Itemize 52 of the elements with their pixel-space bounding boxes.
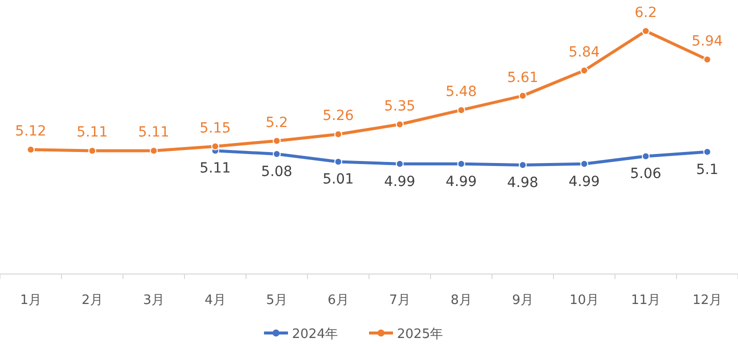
legend-label: 2024年 xyxy=(292,327,338,342)
data-label: 4.99 xyxy=(568,174,600,190)
point xyxy=(26,146,35,154)
data-label: 5.06 xyxy=(630,166,662,182)
point xyxy=(457,106,466,114)
data-label: 5.26 xyxy=(322,108,354,124)
data-label: 6.2 xyxy=(634,5,657,21)
point xyxy=(642,27,650,35)
point xyxy=(396,160,404,168)
x-tick-label: 2月 xyxy=(82,293,103,308)
x-tick-label: 7月 xyxy=(389,293,410,308)
data-label: 5.94 xyxy=(692,34,723,50)
point xyxy=(703,148,712,156)
point xyxy=(642,152,650,160)
data-label: 5.11 xyxy=(76,124,108,141)
point xyxy=(272,136,281,145)
data-label: 5.84 xyxy=(568,44,600,61)
legend-label: 2025年 xyxy=(397,327,444,342)
x-tick-label: 11月 xyxy=(630,293,661,308)
x-tick-label: 3月 xyxy=(143,293,164,308)
data-label: 5.12 xyxy=(15,124,46,140)
data-label: 5.35 xyxy=(384,98,416,114)
point xyxy=(211,142,220,150)
data-label: 5.11 xyxy=(138,124,170,141)
data-label: 5.15 xyxy=(200,120,231,136)
point xyxy=(518,92,527,100)
point xyxy=(580,160,588,168)
x-tick-label: 10月 xyxy=(569,293,600,308)
data-label: 5.61 xyxy=(507,70,538,86)
data-label: 5.08 xyxy=(261,164,292,180)
data-label: 4.99 xyxy=(446,174,477,190)
data-label: 5.1 xyxy=(696,162,718,178)
point xyxy=(457,160,466,168)
point xyxy=(150,146,158,155)
point xyxy=(88,146,96,155)
x-tick-label: 9月 xyxy=(512,293,534,308)
data-label: 5.48 xyxy=(446,84,477,100)
x-tick-label: 12月 xyxy=(692,293,722,308)
x-tick-label: 4月 xyxy=(204,293,226,308)
point xyxy=(396,120,404,128)
point xyxy=(334,130,342,138)
point xyxy=(334,158,342,166)
data-label: 5.11 xyxy=(200,160,231,177)
x-tick-label: 1月 xyxy=(20,293,42,308)
x-tick-label: 5月 xyxy=(266,293,288,308)
data-label: 5.01 xyxy=(322,172,354,188)
data-label: 4.98 xyxy=(507,175,538,191)
x-tick-label: 8月 xyxy=(450,293,472,308)
data-label: 4.99 xyxy=(384,174,416,190)
data-label: 5.2 xyxy=(266,114,288,131)
x-tick-label: 6月 xyxy=(328,293,349,308)
point xyxy=(518,161,527,169)
